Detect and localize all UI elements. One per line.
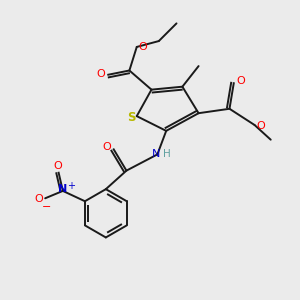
Text: O: O	[97, 69, 105, 79]
Text: O: O	[236, 76, 245, 86]
Text: O: O	[34, 194, 43, 204]
Text: O: O	[256, 121, 266, 130]
Text: +: +	[67, 181, 75, 190]
Text: N: N	[152, 149, 160, 159]
Text: −: −	[42, 202, 51, 212]
Text: O: O	[139, 42, 148, 52]
Text: O: O	[102, 142, 111, 152]
Text: S: S	[127, 111, 136, 124]
Text: N: N	[58, 184, 68, 194]
Text: H: H	[163, 149, 171, 159]
Text: O: O	[53, 161, 62, 171]
